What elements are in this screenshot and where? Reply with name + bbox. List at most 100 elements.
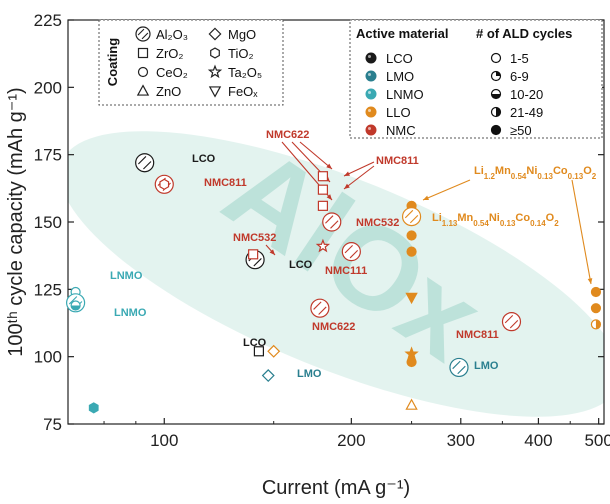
data-point-2 xyxy=(159,178,170,190)
llo2-part-1: 1.13 xyxy=(442,219,458,228)
legend-coating-label-7: FeOₓ xyxy=(228,84,258,99)
data-point-22 xyxy=(405,398,418,410)
data-point-24-ring xyxy=(501,312,522,332)
arrow-nmc532 xyxy=(265,244,276,256)
llo1-part-6: Co xyxy=(553,165,568,177)
x-axis-title: Current (mA g⁻¹) xyxy=(262,477,410,499)
legend-material-marker-4 xyxy=(365,124,377,136)
llo2-part-4: Ni xyxy=(489,212,500,224)
legend-material-shine-1 xyxy=(368,73,371,76)
legend-coating-marker-5 xyxy=(210,47,220,59)
data-point-14-ring xyxy=(310,298,330,318)
llo1-part-4: Ni xyxy=(526,165,537,177)
llo2-part-3: 0.54 xyxy=(473,219,489,228)
legend-material-shine-2 xyxy=(368,91,371,94)
legend-cycles-label-2: 10-20 xyxy=(510,87,543,102)
legend-material-shine-0 xyxy=(368,55,371,58)
label-lco-3: LCO xyxy=(243,337,267,349)
legend-cycles-title: # of ALD cycles xyxy=(476,26,572,41)
arrow-nmc622-1-line xyxy=(299,141,333,170)
legend-coating-marker-4 xyxy=(208,27,222,41)
data-point-26 xyxy=(590,303,602,314)
data-point-24-hatch-2 xyxy=(509,320,519,329)
data-points xyxy=(66,153,602,414)
data-point-27-fill xyxy=(595,319,601,329)
data-point-30-fill xyxy=(71,305,81,310)
data-point-0-hatch-1 xyxy=(137,156,147,165)
legend-material-title: Active material xyxy=(356,26,449,41)
label-nmc811-right: NMC811 xyxy=(456,329,499,341)
label-lnmo-2: LNMO xyxy=(114,307,147,319)
y-tick-label-5: 200 xyxy=(34,78,62,97)
data-point-10 xyxy=(317,200,329,211)
data-point-0-hatch-2 xyxy=(143,161,152,170)
legend-cycles-label-3: 21-49 xyxy=(510,105,543,120)
llo2-part-2: Mn xyxy=(457,212,473,224)
legend-cycles-marker-4 xyxy=(490,124,502,136)
data-point-23-hatch-2 xyxy=(457,365,466,375)
data-point-5 xyxy=(253,346,265,357)
llo1-part-7: 0.13 xyxy=(568,172,584,181)
aloX-region-ellipse xyxy=(68,131,604,417)
data-point-7 xyxy=(261,369,275,382)
label-nmc622-top: NMC622 xyxy=(266,129,309,141)
legend-coating-label-6: Ta₂O₅ xyxy=(228,65,262,80)
label-lnmo-1: LNMO xyxy=(110,270,143,282)
data-point-19 xyxy=(405,292,418,305)
data-point-18 xyxy=(406,246,417,257)
data-point-23-ring xyxy=(449,357,469,378)
legend-coating-label-5: TiO₂ xyxy=(228,46,254,61)
legend-cycles-marker-2-fill xyxy=(491,94,501,99)
label-lmo-2: LMO xyxy=(474,360,499,372)
legend-cycles-label-1: 6-9 xyxy=(510,69,529,84)
data-point-23-hatch-1 xyxy=(452,360,461,370)
data-point-9 xyxy=(317,184,329,195)
legend-coating-marker-6 xyxy=(207,64,223,79)
legend-material-marker-2 xyxy=(365,88,377,100)
legend-material-dot-3 xyxy=(365,106,377,118)
label-nmc111: NMC111 xyxy=(325,265,367,277)
legend-material-marker-1 xyxy=(365,70,377,82)
arrow-nmc811-1-head xyxy=(344,171,350,176)
data-point-0 xyxy=(135,153,155,173)
llo1-part-5: 0.13 xyxy=(537,172,553,181)
legend-material-cycles: Active material # of ALD cycles LCO LMO LN… xyxy=(349,19,603,139)
x-tick-label-1: 200 xyxy=(337,431,365,450)
data-point-6 xyxy=(267,344,281,358)
data-point-24-hatch-1 xyxy=(504,314,514,324)
data-point-16-hatch-2 xyxy=(409,214,419,224)
legend-material-label-0: LCO xyxy=(386,51,413,66)
legend-material-box xyxy=(349,19,603,139)
label-nmc622-bottom: NMC622 xyxy=(312,321,355,333)
data-point-30 xyxy=(70,300,81,311)
legend-coating: Coating Al₂O₃ ZrO₂ CeO₂ ZnO MgO TiO₂ Ta₂O₅ FeOₓ xyxy=(98,19,284,106)
legend-material-label-1: LMO xyxy=(386,69,414,84)
label-nmc811-top: NMC811 xyxy=(376,155,419,167)
llo2-part-9: 2 xyxy=(554,219,559,228)
data-point-27 xyxy=(590,319,602,330)
legend-coating-marker-0-ring xyxy=(135,26,151,42)
y-tick-label-4: 175 xyxy=(34,146,62,165)
legend-coating-marker-3 xyxy=(136,84,150,96)
legend-coating-label-0: Al₂O₃ xyxy=(156,27,188,42)
x-tick-label-4: 500 xyxy=(584,431,610,450)
data-point-4 xyxy=(248,249,259,260)
llo1-part-0: Li xyxy=(474,165,484,177)
arrow-nmc532-head xyxy=(269,249,275,255)
legend-coating-label-3: ZnO xyxy=(156,84,181,99)
data-point-16 xyxy=(401,207,422,227)
data-point-3-hatch-2 xyxy=(253,258,262,267)
data-point-14 xyxy=(310,298,330,318)
llo1-part-1: 1.2 xyxy=(484,172,496,181)
legend-cycles-label-0: 1-5 xyxy=(510,51,529,66)
legend-material-label-3: LLO xyxy=(386,105,411,120)
legend-cycles-label-4: ≥50 xyxy=(510,123,532,138)
legend-cycles-marker-1-fill xyxy=(496,71,501,76)
data-point-17 xyxy=(406,230,417,241)
data-point-16-hatch-1 xyxy=(404,209,414,219)
legend-coating-label-2: CeO₂ xyxy=(156,65,188,80)
llo1-part-3: 0.54 xyxy=(511,172,527,181)
arrow-nmc622-3-head xyxy=(326,194,332,200)
legend-material-shine-4 xyxy=(368,127,371,130)
